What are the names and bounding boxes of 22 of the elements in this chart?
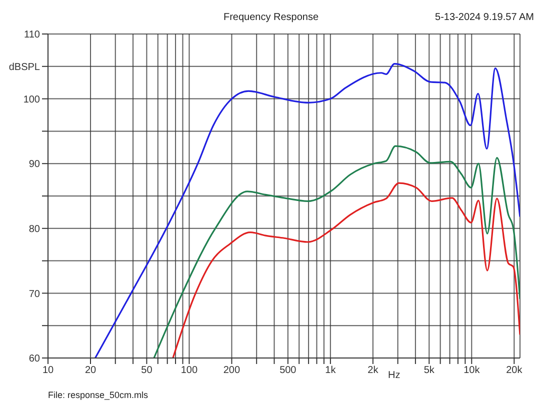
- x-tick-label: 10k: [464, 365, 481, 376]
- chart-title: Frequency Response: [223, 12, 319, 23]
- x-axis-title: Hz: [388, 370, 400, 382]
- y-tick-label: 110: [24, 30, 40, 41]
- text: File: response_50cm.mls: [48, 390, 150, 400]
- x-tick-label: 20: [84, 365, 97, 376]
- y-tick-label: 70: [28, 288, 40, 300]
- y-tick-label: 90: [28, 159, 40, 170]
- y-tick-label: 60: [28, 354, 40, 365]
- x-tick-label: 50: [141, 365, 153, 376]
- x-tick-label: 2k: [368, 365, 380, 376]
- x-tick-label: 500: [280, 365, 297, 376]
- x-tick-label: 1k: [325, 365, 337, 376]
- y-tick-label: 100: [23, 94, 40, 106]
- y-tick-label: dBSPL: [8, 62, 40, 73]
- x-tick-label: 20k: [506, 365, 524, 376]
- y-tick-label: 80: [28, 224, 40, 235]
- text: 5-13-2024 9.19.57 AM: [435, 12, 534, 23]
- x-tick-label: 200: [223, 365, 241, 376]
- x-tick-label: 10: [42, 365, 54, 376]
- x-tick-label: 5k: [424, 365, 436, 376]
- x-tick-label: 100: [180, 365, 198, 376]
